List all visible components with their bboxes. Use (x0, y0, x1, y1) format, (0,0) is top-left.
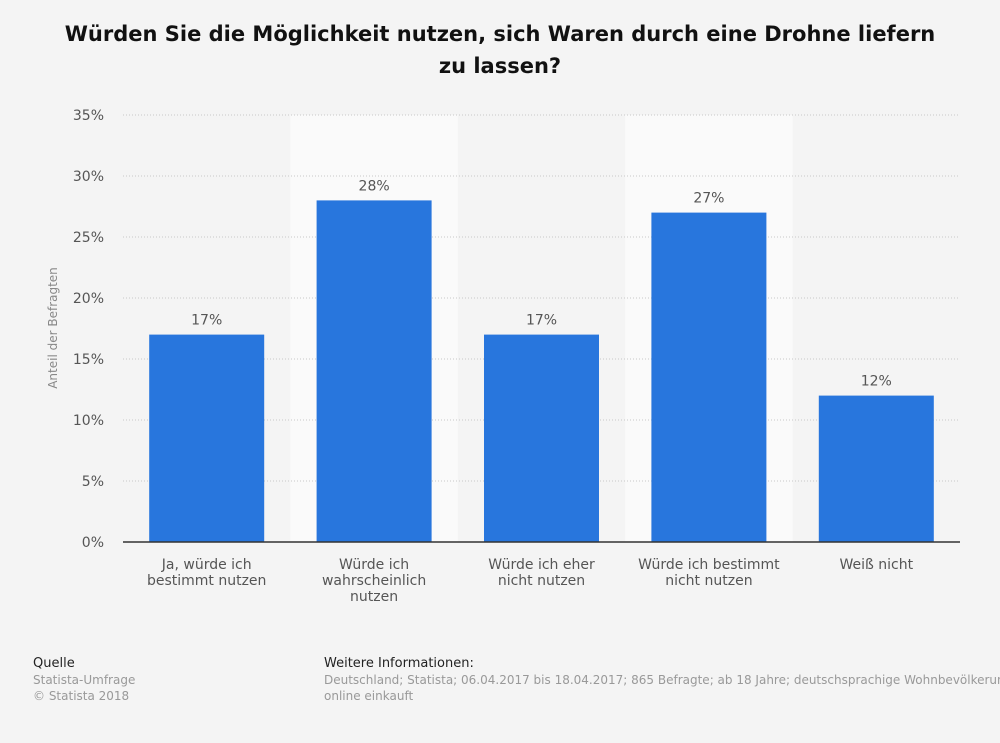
y-tick-label: 20% (73, 291, 104, 307)
x-tick-label: Würde ich bestimmt nicht nutzen (638, 557, 780, 589)
value-label: 28% (359, 178, 390, 194)
y-tick-labels: 0% 5% 10% 15% 20% 25% 30% 35% (73, 108, 104, 551)
y-axis-label: Anteil der Befragten (46, 267, 60, 389)
source-line-1: Statista-Umfrage (33, 673, 136, 687)
info-line-2: online einkauft (324, 689, 414, 703)
value-label: 12% (861, 374, 892, 390)
bar (149, 334, 265, 542)
source-heading: Quelle (33, 656, 75, 671)
y-tick-label: 35% (73, 108, 104, 124)
value-label: 27% (693, 191, 724, 207)
source-line-2: © Statista 2018 (33, 689, 130, 703)
value-label: 17% (526, 313, 557, 329)
x-tick-labels: Ja, würde ich bestimmt nutzen Würde ich wah… (147, 557, 914, 605)
bar (651, 212, 767, 542)
bar-chart: 0% 5% 10% 15% 20% 25% 30% 35% Anteil der Befrag… (46, 108, 960, 605)
x-tick-label: Weiß nicht (839, 557, 913, 573)
y-tick-label: 5% (82, 474, 104, 490)
chart-title: Würden Sie die Möglichkeit nutzen, sich … (64, 22, 936, 78)
bar (484, 334, 599, 542)
info-block: Weitere Informationen: Deutschland; Stat… (324, 656, 1000, 704)
value-label: 17% (191, 313, 222, 329)
info-heading: Weitere Informationen: (324, 656, 474, 671)
source-block: Quelle Statista-Umfrage © Statista 2018 (33, 656, 135, 704)
bar (818, 395, 934, 542)
x-tick-label: Würde ich eher nicht nutzen (488, 557, 595, 589)
y-tick-label: 30% (73, 169, 104, 185)
y-tick-label: 10% (73, 413, 104, 429)
bars (149, 200, 934, 542)
bar (316, 200, 432, 542)
y-tick-label: 25% (73, 230, 104, 246)
x-tick-label: Ja, würde ich bestimmt nutzen (147, 557, 266, 589)
y-tick-label: 15% (73, 352, 104, 368)
value-labels: 17% 28% 17% 27% 12% (191, 178, 892, 389)
y-tick-label: 0% (82, 535, 104, 551)
info-line-1: Deutschland; Statista; 06.04.2017 bis 18… (324, 673, 1000, 687)
x-tick-label: Würde ich wahrscheinlich nutzen (322, 557, 426, 605)
